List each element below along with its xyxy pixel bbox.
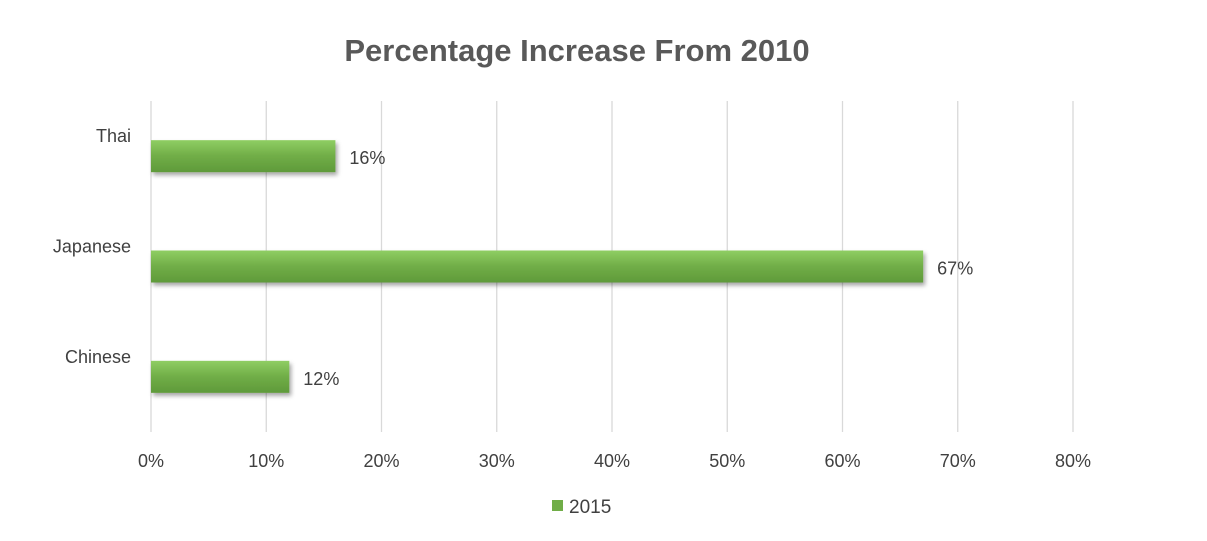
data-label-thai: 16% [349,148,385,168]
x-tick-label: 10% [248,451,284,471]
x-axis-ticks: 0% 10% 20% 30% 40% 50% 60% 70% 80% [138,451,1091,471]
x-tick-label: 0% [138,451,164,471]
y-axis-categories: Thai Japanese Chinese [53,126,131,367]
bar-thai [151,140,336,173]
bars [151,140,924,393]
data-label-japanese: 67% [937,259,973,279]
x-tick-label: 30% [479,451,515,471]
category-label-thai: Thai [96,126,131,146]
x-tick-label: 20% [363,451,399,471]
x-tick-label: 50% [709,451,745,471]
category-label-japanese: Japanese [53,237,131,257]
data-label-chinese: 12% [303,369,339,389]
chart-title: Percentage Increase From 2010 [344,33,809,68]
x-tick-label: 40% [594,451,630,471]
bar-chinese [151,360,290,393]
x-tick-label: 70% [940,451,976,471]
x-tick-label: 80% [1055,451,1091,471]
legend-swatch [552,500,563,511]
legend-label-2015: 2015 [569,497,611,518]
category-label-chinese: Chinese [65,347,131,367]
bar-japanese [151,250,924,283]
data-labels: 16% 67% 12% [303,148,973,389]
legend: 2015 [552,497,611,518]
x-tick-label: 60% [824,451,860,471]
